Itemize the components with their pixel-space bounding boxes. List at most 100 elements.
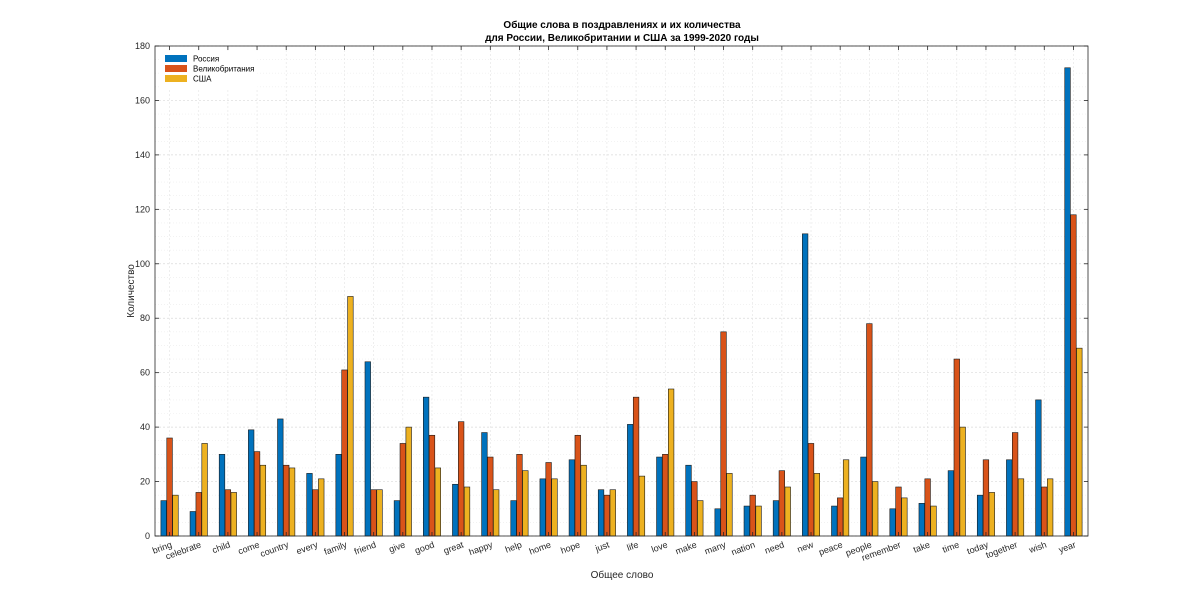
bar-time-series-1	[947, 470, 955, 537]
bar-good-series-1	[423, 396, 430, 537]
bar-nation-series-3	[755, 505, 762, 537]
bar-together-series-1	[1006, 459, 1013, 537]
x-tick-label: great	[442, 539, 465, 556]
bar-remember-series-2	[895, 486, 902, 537]
x-tick-label: new	[796, 539, 815, 554]
bar-take-series-3	[930, 505, 937, 537]
bar-year-series-3	[1076, 347, 1083, 537]
x-tick-label: child	[211, 539, 232, 555]
bar-help-series-1	[510, 500, 517, 537]
bar-friend-series-3	[376, 489, 383, 537]
bar-celebrate-series-3	[201, 443, 208, 537]
x-tick-label: friend	[353, 539, 378, 556]
x-tick-label: home	[528, 539, 553, 556]
bar-celebrate-series-2	[195, 492, 202, 537]
x-tick-label: family	[323, 539, 349, 557]
bar-every-series-3	[318, 478, 325, 537]
x-tick-label: take	[912, 539, 931, 554]
bar-child-series-2	[224, 489, 231, 537]
x-tick-label: hope	[559, 539, 581, 555]
bar-need-series-2	[778, 470, 785, 537]
bar-nation-series-1	[743, 505, 750, 537]
bar-love-series-3	[668, 388, 675, 537]
bar-help-series-3	[522, 470, 529, 537]
bar-country-series-1	[277, 418, 284, 537]
bar-hope-series-3	[580, 464, 587, 537]
x-tick-label: country	[259, 539, 291, 559]
bar-celebrate-series-1	[189, 511, 196, 537]
bar-great-series-1	[452, 483, 459, 537]
x-tick-label: need	[763, 539, 785, 555]
bar-wish-series-3	[1047, 478, 1054, 537]
bar-bring-series-1	[160, 500, 167, 537]
legend-label: США	[193, 75, 212, 84]
x-tick-label: together	[984, 539, 1018, 560]
bar-new-series-1	[802, 233, 809, 537]
x-tick-label: life	[626, 539, 640, 552]
bar-today-series-3	[988, 492, 995, 537]
x-tick-label: wish	[1027, 539, 1048, 555]
bar-help-series-2	[516, 454, 523, 537]
x-tick-label: love	[650, 539, 669, 554]
bar-peace-series-1	[831, 505, 838, 537]
legend-swatch	[165, 65, 187, 72]
bar-year-series-1	[1064, 67, 1071, 537]
y-axis: 0 20 40 60 80 100 120 140 160 180	[135, 41, 1088, 541]
bar-remember-series-1	[889, 508, 896, 537]
bar-new-series-3	[813, 473, 820, 537]
bar-family-series-2	[341, 369, 348, 537]
x-tick-label: just	[593, 539, 611, 554]
bar-family-series-1	[335, 454, 342, 537]
bar-wish-series-1	[1035, 399, 1042, 537]
bar-happy-series-2	[487, 456, 494, 537]
chart-title: Общие слова в поздравлениях и их количес…	[503, 19, 741, 31]
bar-many-series-1	[714, 508, 721, 537]
bar-make-series-2	[691, 481, 698, 537]
bar-give-series-3	[405, 426, 412, 537]
bar-love-series-1	[656, 456, 663, 537]
bar-hope-series-1	[568, 459, 575, 537]
bar-need-series-3	[784, 486, 791, 537]
y-tick-label: 140	[135, 150, 150, 160]
bar-today-series-1	[976, 494, 984, 537]
bar-time-series-3	[959, 426, 966, 537]
legend-label: Россия	[193, 55, 219, 64]
bar-many-series-3	[726, 473, 733, 537]
bar-every-series-1	[306, 473, 313, 537]
y-axis-label: Количество	[126, 264, 137, 318]
bar-friend-series-2	[370, 489, 377, 537]
bar-good-series-3	[434, 467, 441, 537]
bar-today-series-2	[982, 459, 990, 537]
bar-take-series-1	[918, 503, 925, 537]
bar-just-series-2	[603, 494, 611, 537]
bar-come-series-2	[253, 451, 261, 537]
bar-people-series-3	[872, 481, 879, 537]
x-tick-label: give	[388, 539, 407, 554]
bar-country-series-3	[288, 467, 296, 537]
bar-life-series-3	[638, 475, 646, 537]
bar-love-series-2	[662, 454, 669, 537]
y-tick-label: 0	[145, 531, 150, 541]
bar-year-series-2	[1070, 214, 1077, 537]
bar-make-series-1	[685, 464, 692, 537]
chart-subtitle: для России, Великобритании и США за 1999…	[485, 32, 759, 44]
y-tick-label: 160	[135, 95, 150, 105]
bar-life-series-1	[627, 424, 634, 537]
bar-life-series-2	[632, 396, 640, 537]
bar-country-series-2	[283, 464, 290, 537]
bar-friend-series-1	[364, 361, 371, 537]
x-tick-label: good	[413, 539, 435, 555]
bar-child-series-1	[218, 454, 226, 537]
x-tick-label: make	[674, 539, 698, 556]
y-tick-label: 40	[140, 422, 150, 432]
bar-new-series-2	[807, 443, 815, 537]
y-tick-label: 60	[140, 368, 150, 378]
bar-great-series-2	[458, 421, 465, 537]
x-tick-label: many	[703, 539, 728, 556]
grid	[155, 45, 1088, 537]
bar-child-series-3	[230, 492, 237, 537]
bar-bring-series-3	[172, 494, 179, 537]
bar-peace-series-3	[842, 459, 850, 537]
bar-come-series-3	[259, 464, 267, 537]
